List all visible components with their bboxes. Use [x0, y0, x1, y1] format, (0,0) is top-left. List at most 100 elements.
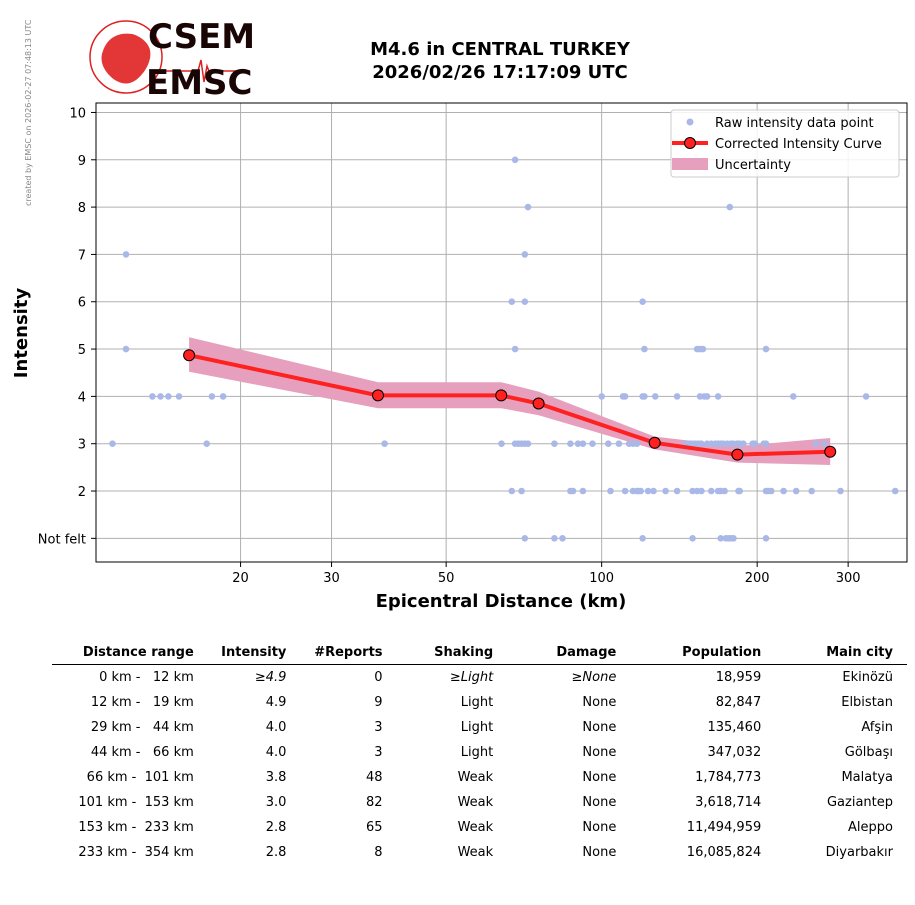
raw-data-point — [559, 535, 566, 542]
raw-data-point — [812, 440, 820, 448]
raw-data-point — [165, 393, 172, 400]
y-tick-label: 8 — [78, 201, 86, 216]
cell-main-city: Ekinözü — [842, 670, 893, 685]
legend-curve-label: Corrected Intensity Curve — [715, 137, 882, 152]
x-tick-label: 30 — [323, 571, 340, 586]
header-population: Population — [624, 640, 770, 665]
y-tick-label: 2 — [78, 485, 86, 500]
raw-data-point — [524, 203, 532, 211]
cell-intensity: 2.8 — [265, 845, 287, 860]
raw-data-point — [730, 535, 737, 542]
table-row: 44 km - 66 km 4.0 3 Light None 347,032 Gölbaşı — [52, 740, 907, 765]
x-tick-label: 200 — [745, 571, 770, 586]
cell-damage: None — [582, 845, 617, 860]
intensity-summary-table: Distance range Intensity #Reports Shakin… — [52, 640, 907, 865]
cell-intensity: 4.9 — [265, 695, 287, 710]
cell-distance-range: 12 km - 19 km — [90, 695, 194, 710]
legend-raw-label: Raw intensity data point — [715, 116, 874, 131]
raw-data-point — [607, 487, 614, 495]
table-row: 29 km - 44 km 4.0 3 Light None 135,460 Afşin — [52, 715, 907, 740]
cell-population: 135,460 — [707, 720, 762, 735]
raw-data-point — [569, 487, 577, 495]
cell-reports: 8 — [374, 845, 383, 860]
table-row: 12 km - 19 km 4.9 9 Light None 82,847 Elbistan — [52, 690, 907, 715]
cell-shaking: Weak — [457, 845, 494, 860]
raw-data-point — [644, 487, 652, 495]
raw-data-point — [524, 440, 532, 448]
cell-shaking: Weak — [457, 795, 494, 810]
raw-data-point — [551, 535, 558, 542]
cell-reports: 48 — [365, 770, 383, 785]
cell-main-city: Aleppo — [848, 820, 893, 835]
raw-data-point — [808, 487, 815, 495]
curve-marker — [824, 445, 837, 458]
raw-data-point — [703, 393, 711, 400]
intensity-chart: 20 30 50 100 200 300 Not felt 2 3 4 5 6 7 8 9 10 Epicen… — [11, 102, 908, 612]
cell-intensity: 4.0 — [265, 745, 287, 760]
cell-intensity: 2.8 — [265, 820, 287, 835]
cell-reports: 9 — [374, 695, 383, 710]
cell-main-city: Afşin — [861, 720, 893, 735]
cell-damage: None — [582, 695, 617, 710]
table-body: 0 km - 12 km ≥4.9 0 ≥Light ≥None 18,959 Ekinöz… — [52, 665, 907, 866]
cell-intensity: 4.0 — [265, 720, 287, 735]
raw-data-point — [219, 393, 227, 400]
cell-distance-range: 44 km - 66 km — [90, 745, 194, 760]
cell-reports: 0 — [374, 670, 383, 685]
cell-damage: ≥None — [571, 670, 617, 685]
y-tick-label: 7 — [78, 248, 86, 263]
raw-data-point — [708, 487, 715, 495]
x-tick-label: 50 — [438, 571, 455, 586]
raw-data-point — [768, 487, 775, 495]
cell-shaking: Light — [460, 745, 494, 760]
raw-data-point — [203, 440, 210, 448]
cell-population: 18,959 — [715, 670, 762, 685]
x-tick-label: 20 — [232, 571, 249, 586]
raw-data-point — [652, 393, 659, 400]
x-tick-label: 100 — [589, 571, 614, 586]
header-distance-range: Distance range — [52, 640, 202, 665]
cell-population: 1,784,773 — [695, 770, 762, 785]
y-tick-label: 4 — [78, 390, 86, 405]
y-axis-label: Intensity — [11, 288, 32, 379]
raw-data-point — [567, 440, 574, 448]
raw-data-point — [579, 440, 587, 448]
header-main-city: Main city — [769, 640, 907, 665]
legend-curve-marker — [684, 137, 696, 149]
cell-damage: None — [582, 720, 617, 735]
raw-data-point — [821, 440, 828, 448]
cell-shaking: Weak — [457, 770, 494, 785]
curve-marker — [183, 349, 196, 362]
raw-data-point — [511, 345, 519, 353]
raw-data-point — [698, 487, 705, 495]
table-row: 101 km - 153 km 3.0 82 Weak None 3,618,714 Gaz… — [52, 790, 907, 815]
table-row: 66 km - 101 km 3.8 48 Weak None 1,784,773 Mala… — [52, 765, 907, 790]
cell-reports: 65 — [365, 820, 383, 835]
raw-data-point — [633, 440, 641, 448]
y-tick-label: 10 — [69, 106, 86, 121]
table-header-row: Distance range Intensity #Reports Shakin… — [52, 640, 907, 665]
uncertainty-band — [189, 337, 831, 465]
cell-distance-range: 29 km - 44 km — [90, 720, 194, 735]
cell-population: 347,032 — [707, 745, 762, 760]
raw-data-point — [574, 440, 582, 448]
cell-main-city: Diyarbakır — [825, 845, 893, 860]
raw-data-point — [157, 393, 164, 400]
cell-population: 3,618,714 — [695, 795, 762, 810]
raw-data-point — [518, 487, 525, 495]
cell-damage: None — [582, 770, 617, 785]
logo-line1: CSEM — [148, 17, 255, 57]
y-tick-label: 9 — [78, 154, 86, 169]
raw-data-point — [605, 440, 612, 448]
raw-data-point — [521, 535, 529, 542]
cell-intensity: 3.8 — [265, 770, 287, 785]
raw-data-point — [673, 393, 681, 400]
cell-damage: None — [582, 820, 617, 835]
raw-data-point — [721, 487, 728, 495]
raw-data-point — [521, 298, 529, 306]
raw-data-point — [589, 440, 596, 448]
cell-damage: None — [582, 795, 617, 810]
cell-damage: None — [582, 745, 617, 760]
cell-distance-range: 66 km - 101 km — [86, 770, 194, 785]
raw-data-point — [508, 298, 516, 306]
